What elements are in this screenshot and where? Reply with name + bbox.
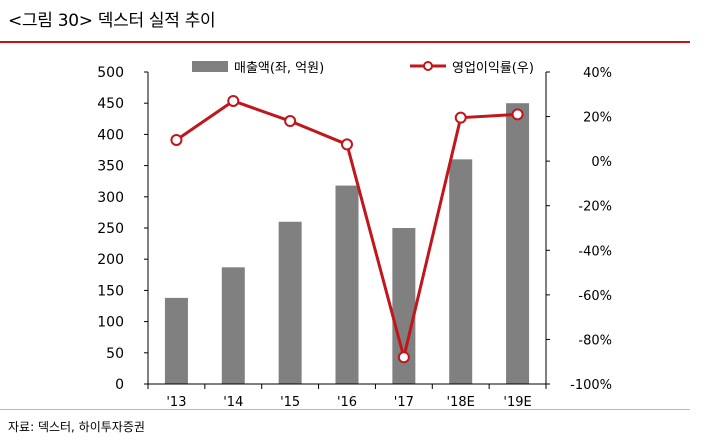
right-tick-label: 20% xyxy=(583,111,612,126)
legend-line-label: 영업이익률(우) xyxy=(452,61,534,76)
left-tick-label: 150 xyxy=(97,283,124,299)
bar xyxy=(221,267,245,384)
source-note: 자료: 덱스터, 하이투자증권 xyxy=(8,420,145,434)
line-point xyxy=(397,351,410,364)
bar-series xyxy=(164,103,530,384)
bar xyxy=(449,159,473,384)
right-tick-label: 40% xyxy=(583,66,612,81)
line-point xyxy=(284,115,297,128)
line-point xyxy=(511,108,524,121)
left-tick-label: 0 xyxy=(115,377,124,393)
x-tick-label: '16 xyxy=(337,395,357,410)
right-tick-label: -60% xyxy=(578,289,612,304)
right-tick-label: -40% xyxy=(578,244,612,259)
x-tick-label: '19E xyxy=(503,395,531,410)
left-tick-label: 100 xyxy=(97,315,124,331)
x-tick-label: '15 xyxy=(280,395,300,410)
left-tick-label: 250 xyxy=(97,221,124,237)
bar xyxy=(392,228,416,384)
left-axis: 0 50 100 150 200 250 300 350 400 450 500 xyxy=(97,65,149,393)
legend-bar-label: 매출액(좌, 억원) xyxy=(234,61,324,76)
left-tick-label: 200 xyxy=(97,252,124,268)
legend-bar-swatch xyxy=(192,61,228,72)
x-tick-label: '18E xyxy=(447,395,475,410)
line-point xyxy=(341,138,353,151)
left-tick-label: 300 xyxy=(97,190,124,206)
right-axis: -100% -80% -60% -40% -20% 0% 20% 40% xyxy=(545,66,612,393)
right-tick-label: -80% xyxy=(578,333,612,348)
x-tick-label: '17 xyxy=(394,395,414,410)
left-tick-label: 350 xyxy=(97,159,124,175)
footer-rule xyxy=(0,409,690,410)
line-series xyxy=(170,94,524,364)
left-tick-label: 400 xyxy=(97,127,124,143)
legend: 매출액(좌, 억원) 영업이익률(우) xyxy=(192,61,534,76)
x-tick-label: '14 xyxy=(223,395,243,410)
legend-line-marker xyxy=(423,61,433,71)
bar xyxy=(335,185,359,384)
x-tick-label: '13 xyxy=(166,395,186,410)
left-tick-label: 450 xyxy=(97,96,124,112)
right-tick-label: -100% xyxy=(570,378,612,393)
line-point xyxy=(227,94,240,107)
line-point xyxy=(170,133,183,146)
bar xyxy=(506,103,530,384)
x-axis: '13 '14 '15 '16 '17 '18E '19E xyxy=(147,383,547,410)
bar xyxy=(164,297,188,384)
title-rule xyxy=(0,41,690,43)
right-tick-label: -20% xyxy=(578,200,612,215)
figure-title: <그림 30> 덱스터 실적 추이 xyxy=(8,11,216,31)
bar xyxy=(278,221,302,384)
line-point xyxy=(454,111,467,124)
left-tick-label: 50 xyxy=(106,346,124,362)
left-tick-label: 500 xyxy=(97,65,124,81)
right-tick-label: 0% xyxy=(591,155,612,170)
